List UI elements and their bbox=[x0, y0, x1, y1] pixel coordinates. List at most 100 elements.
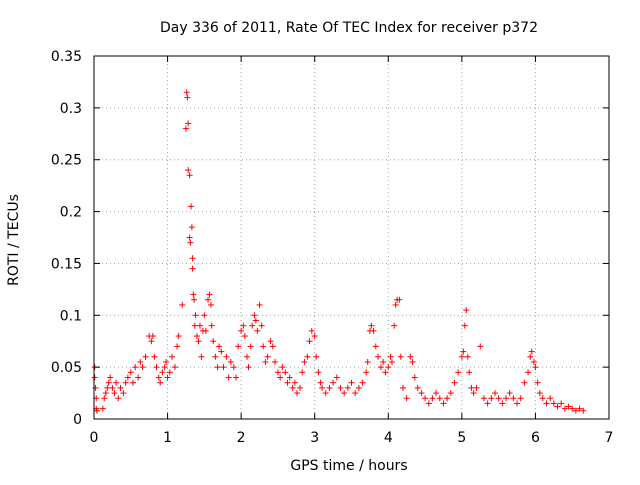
y-axis-label: ROTI / TECUs bbox=[6, 194, 22, 286]
data-point bbox=[414, 384, 421, 391]
data-point bbox=[208, 322, 215, 329]
data-point bbox=[159, 369, 166, 376]
data-point bbox=[561, 405, 568, 412]
data-point bbox=[189, 265, 196, 272]
tick-labels: 0 1 2 3 4 5 6 7 0 0.05 0.1 0.15 0.2 0.25 0.3 0.35 bbox=[51, 49, 614, 446]
data-point bbox=[391, 322, 398, 329]
data-point bbox=[195, 338, 202, 345]
data-point bbox=[359, 379, 366, 386]
data-point bbox=[186, 172, 193, 179]
y-tick-label: 0.1 bbox=[60, 308, 82, 324]
data-point bbox=[291, 379, 298, 386]
data-point bbox=[190, 291, 197, 298]
data-point bbox=[93, 407, 100, 414]
data-point bbox=[333, 374, 340, 381]
data-point bbox=[565, 403, 572, 410]
data-point bbox=[458, 353, 465, 360]
data-point bbox=[129, 379, 136, 386]
data-point bbox=[440, 400, 447, 407]
data-point bbox=[175, 333, 182, 340]
data-point bbox=[308, 327, 315, 334]
data-point bbox=[102, 390, 109, 397]
data-point bbox=[269, 343, 276, 350]
data-point bbox=[271, 358, 278, 365]
data-point bbox=[206, 291, 213, 298]
data-point bbox=[388, 358, 395, 365]
data-point bbox=[319, 384, 326, 391]
axis-ticks bbox=[93, 55, 610, 420]
data-point bbox=[251, 312, 258, 319]
data-point bbox=[189, 255, 196, 262]
data-point bbox=[132, 364, 139, 371]
data-point bbox=[185, 120, 192, 127]
data-point bbox=[503, 395, 509, 402]
y-tick-label: 0 bbox=[73, 412, 82, 428]
data-point bbox=[460, 348, 467, 355]
data-point bbox=[230, 364, 237, 371]
data-point bbox=[468, 384, 475, 391]
data-point bbox=[207, 301, 214, 308]
data-point bbox=[377, 364, 384, 371]
data-point bbox=[355, 384, 362, 391]
data-point bbox=[104, 384, 111, 391]
data-point bbox=[135, 374, 142, 381]
data-point bbox=[210, 338, 217, 345]
y-tick-label: 0.3 bbox=[60, 101, 82, 117]
data-point bbox=[363, 369, 370, 376]
data-point bbox=[187, 239, 194, 246]
data-point bbox=[313, 353, 320, 360]
data-point bbox=[477, 343, 484, 350]
data-point bbox=[164, 374, 171, 381]
data-point bbox=[306, 338, 313, 345]
data-point bbox=[198, 353, 205, 360]
data-point bbox=[201, 312, 208, 319]
data-point bbox=[580, 407, 587, 414]
data-point bbox=[284, 379, 291, 386]
data-point bbox=[220, 364, 227, 371]
data-point bbox=[429, 395, 436, 402]
data-point bbox=[240, 322, 247, 329]
data-point bbox=[115, 395, 122, 402]
data-point bbox=[436, 395, 443, 402]
x-tick-label: 3 bbox=[310, 430, 319, 446]
data-point bbox=[254, 327, 261, 334]
data-point bbox=[212, 353, 219, 360]
data-point bbox=[317, 379, 324, 386]
data-point bbox=[536, 390, 543, 397]
data-point bbox=[247, 343, 254, 350]
data-point bbox=[539, 395, 546, 402]
data-point bbox=[495, 395, 502, 402]
data-point bbox=[304, 353, 311, 360]
data-point bbox=[244, 353, 251, 360]
data-point bbox=[341, 390, 348, 397]
data-point bbox=[182, 125, 189, 132]
data-point bbox=[260, 343, 267, 350]
data-point bbox=[107, 374, 114, 381]
data-point bbox=[463, 307, 470, 314]
data-point bbox=[267, 338, 274, 345]
x-tick-label: 0 bbox=[90, 430, 99, 446]
data-point bbox=[514, 400, 521, 407]
y-tick-label: 0.35 bbox=[51, 49, 82, 65]
data-point bbox=[488, 395, 495, 402]
data-point bbox=[480, 395, 487, 402]
grid bbox=[94, 56, 609, 419]
data-point bbox=[444, 395, 451, 402]
y-tick-label: 0.2 bbox=[60, 205, 82, 221]
data-point bbox=[155, 374, 162, 381]
data-point bbox=[184, 94, 191, 101]
data-point bbox=[506, 390, 513, 397]
data-point bbox=[225, 374, 232, 381]
data-point bbox=[153, 364, 160, 371]
data-point bbox=[297, 384, 303, 391]
data-point bbox=[451, 379, 458, 386]
data-point bbox=[202, 327, 209, 334]
data-point bbox=[101, 395, 108, 402]
chart-title: Day 336 of 2011, Rate Of TEC Index for r… bbox=[160, 20, 538, 36]
data-point bbox=[455, 369, 462, 376]
data-point bbox=[120, 390, 127, 397]
data-point bbox=[385, 364, 392, 371]
data-point bbox=[139, 364, 146, 371]
x-tick-label: 6 bbox=[531, 430, 540, 446]
data-point bbox=[554, 403, 561, 410]
